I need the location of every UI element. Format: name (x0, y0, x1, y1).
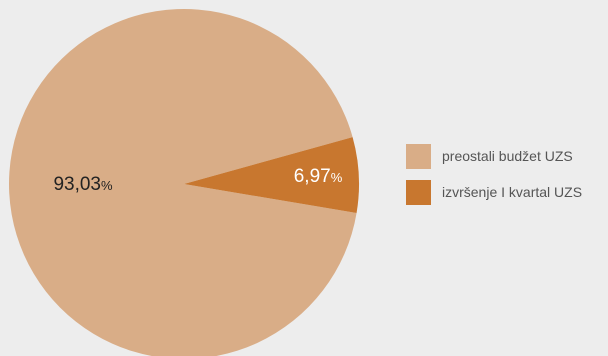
legend-item-izvrsenje: izvršenje I kvartal UZS (406, 178, 582, 206)
data-label-preostali-budzet: 93,03% (53, 174, 113, 195)
legend-swatch-izvrsenje (406, 179, 431, 205)
legend-item-preostali-budzet: preostali budžet UZS (406, 142, 582, 170)
data-label-izvrsenje: 6,97% (294, 166, 343, 187)
pie-data-labels: 93,03% 6,97% (53, 166, 342, 195)
legend-label-preostali-budzet: preostali budžet UZS (442, 148, 573, 164)
pie-slice-preostali-budzet (9, 9, 357, 356)
pie-slices (9, 9, 360, 356)
legend-swatch-preostali-budzet (406, 143, 431, 169)
chart-legend: preostali budžet UZS izvršenje I kvartal… (406, 142, 582, 214)
pie-slice-izvrsenje (184, 137, 360, 214)
legend-label-izvrsenje: izvršenje I kvartal UZS (442, 184, 583, 200)
